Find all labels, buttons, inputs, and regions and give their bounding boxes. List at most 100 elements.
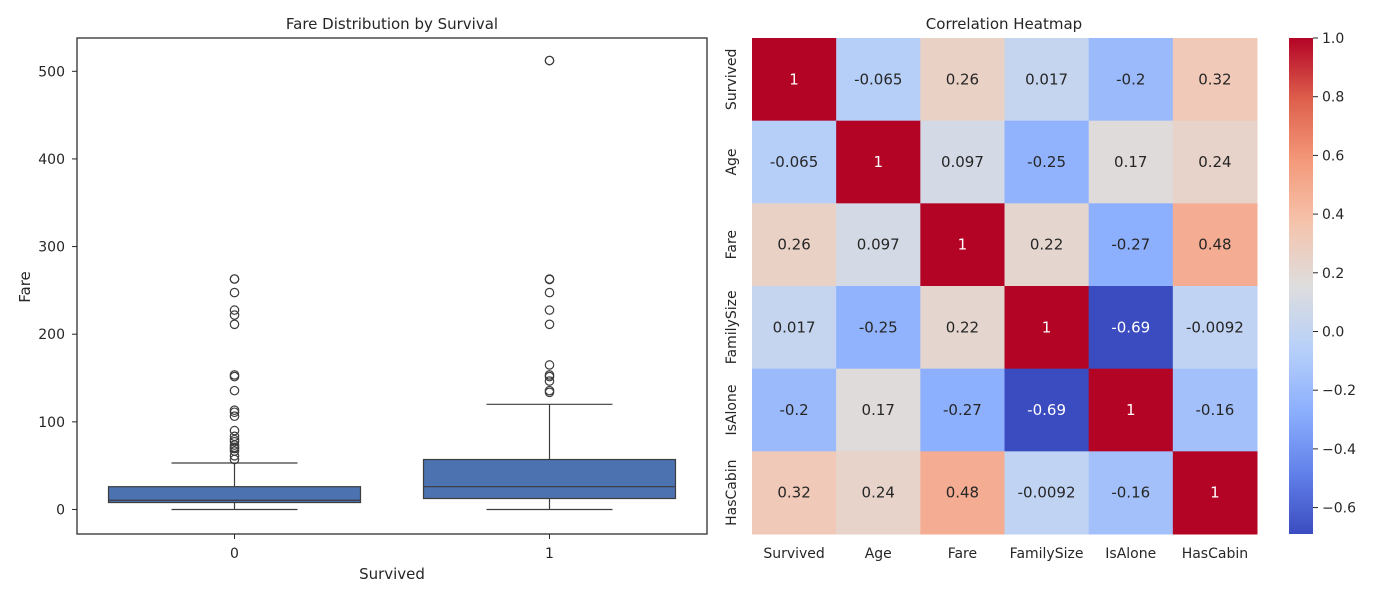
heatmap-cell-value: 0.017 bbox=[773, 318, 816, 336]
heatmap-y-tick-label: FamilySize bbox=[724, 290, 740, 364]
heatmap-cell bbox=[1088, 203, 1174, 287]
boxplot-y-tick-label: 200 bbox=[38, 327, 65, 343]
colorbar-tick-label: −0.4 bbox=[1322, 442, 1356, 458]
heatmap-cell-value: 0.22 bbox=[1030, 236, 1063, 254]
heatmap-cell-value: 0.48 bbox=[946, 484, 979, 502]
boxplot-y-tick-label: 300 bbox=[38, 240, 65, 256]
boxplot-y-tick-label: 500 bbox=[38, 64, 65, 80]
heatmap-cell bbox=[1004, 203, 1090, 287]
heatmap-x-tick-label: Age bbox=[865, 546, 892, 562]
outlier-point bbox=[544, 376, 555, 386]
outlier-point bbox=[229, 371, 240, 382]
heatmap-cell bbox=[920, 38, 1005, 122]
outlier-point bbox=[544, 360, 555, 370]
heatmap-cell bbox=[836, 368, 921, 452]
heatmap-cell bbox=[920, 120, 1005, 204]
box-iqr bbox=[422, 458, 677, 500]
heatmap-cell-value: 0.24 bbox=[862, 484, 895, 502]
outlier-point bbox=[229, 425, 240, 436]
heatmap-cell-value: -0.16 bbox=[1196, 401, 1235, 419]
heatmap-cell-value: -0.0092 bbox=[1018, 484, 1076, 502]
heatmap-cell-value: -0.27 bbox=[943, 401, 982, 419]
outlier-point bbox=[544, 274, 555, 285]
heatmap-cell-value: -0.065 bbox=[770, 153, 818, 171]
heatmap-cell bbox=[1172, 286, 1258, 370]
boxplot-x-tick-label: 0 bbox=[230, 546, 239, 562]
heatmap-cell bbox=[1004, 286, 1090, 370]
heatmap-x-tick-label: IsAlone bbox=[1105, 546, 1156, 562]
box-iqr bbox=[107, 486, 362, 504]
heatmap-cell bbox=[920, 451, 1005, 535]
heatmap-cell bbox=[1004, 120, 1090, 204]
heatmap-cells: 1 -0.065 0.26 0.017 -0.2 0.32 -0.065 1 0.097 -0.2… bbox=[752, 38, 1258, 535]
heatmap-cell-value: -0.065 bbox=[854, 70, 902, 88]
boxplot-y-tick-label: 0 bbox=[56, 502, 65, 518]
heatmap-cell bbox=[920, 286, 1005, 370]
outlier-point bbox=[229, 436, 240, 447]
outlier-point bbox=[544, 371, 555, 382]
heatmap-y-tick-label: HasCabin bbox=[724, 459, 740, 525]
outlier-point bbox=[229, 287, 240, 298]
heatmap-cell bbox=[920, 203, 1005, 287]
heatmap-cell bbox=[836, 451, 921, 535]
heatmap-x-tick-label: HasCabin bbox=[1182, 546, 1248, 562]
heatmap-cell bbox=[1004, 451, 1090, 535]
outlier-point bbox=[544, 305, 555, 315]
colorbar: 1.0 0.8 0.6 0.4 0.2 0.0 −0.2 −0.4 −0.6 bbox=[1289, 31, 1356, 534]
colorbar-tick-label: 1.0 bbox=[1322, 31, 1344, 47]
colorbar-tick-label: 0.8 bbox=[1322, 90, 1344, 106]
heatmap-cell-value: 0.32 bbox=[1198, 70, 1231, 88]
heatmap-cell-value: 0.22 bbox=[946, 318, 979, 336]
heatmap-cell bbox=[752, 368, 837, 452]
heatmap-cell bbox=[752, 203, 837, 287]
outlier-point bbox=[229, 443, 240, 454]
heatmap-cell-value: 0.097 bbox=[857, 236, 900, 254]
heatmap-cell bbox=[1004, 368, 1090, 452]
outlier-point bbox=[229, 407, 240, 418]
heatmap-cell-value: -0.16 bbox=[1111, 484, 1150, 502]
boxplot-boxes bbox=[107, 55, 677, 511]
box-1 bbox=[422, 55, 677, 511]
colorbar-tick-label: 0.6 bbox=[1322, 148, 1344, 164]
heatmap-cell bbox=[1088, 38, 1174, 122]
heatmap-y-tick-label: Age bbox=[724, 148, 740, 175]
heatmap-cell-value: -0.25 bbox=[859, 318, 898, 336]
box-0 bbox=[107, 274, 362, 511]
heatmap-cell-value: -0.0092 bbox=[1186, 318, 1244, 336]
heatmap-x-tick-label: Fare bbox=[948, 546, 977, 562]
heatmap-x-tick-label: FamilySize bbox=[1010, 546, 1084, 562]
outlier-point bbox=[229, 385, 240, 396]
boxplot-y-axis-label: Fare bbox=[16, 271, 34, 303]
outlier-point bbox=[229, 274, 240, 284]
heatmap-cell bbox=[1172, 38, 1258, 122]
boxplot-x-axis-label: Survived bbox=[359, 565, 425, 583]
heatmap-cell bbox=[752, 120, 837, 204]
outlier-point bbox=[229, 451, 240, 461]
heatmap-cell bbox=[752, 451, 837, 535]
heatmap-cell-value: -0.2 bbox=[1116, 70, 1145, 88]
heatmap-cell-value: 1 bbox=[1042, 318, 1052, 336]
outlier-point bbox=[544, 319, 555, 330]
heatmap-cell-value: 0.017 bbox=[1025, 70, 1068, 88]
colorbar-gradient bbox=[1289, 38, 1313, 534]
boxplot-panel: Fare Distribution by Survival Survived F… bbox=[16, 15, 708, 583]
heatmap-cell-value: 0.26 bbox=[946, 70, 979, 88]
boxplot-y-tick-label: 400 bbox=[38, 152, 65, 168]
heatmap-cell-value: 0.48 bbox=[1198, 236, 1231, 254]
heatmap-cell bbox=[836, 38, 921, 122]
heatmap-cell-value: -0.27 bbox=[1111, 236, 1150, 254]
outlier-point bbox=[544, 55, 555, 66]
heatmap-cell bbox=[1172, 368, 1258, 452]
boxplot-title: Fare Distribution by Survival bbox=[286, 15, 498, 33]
colorbar-tick-label: −0.2 bbox=[1322, 383, 1356, 399]
heatmap-cell bbox=[920, 368, 1005, 452]
heatmap-x-tick-label: Survived bbox=[763, 546, 824, 562]
heatmap-cell-value: -0.2 bbox=[779, 401, 808, 419]
heatmap-cell bbox=[1172, 120, 1258, 204]
heatmap-cell-value: 1 bbox=[958, 236, 968, 254]
heatmap-cell-value: 0.24 bbox=[1198, 153, 1231, 171]
heatmap-cell bbox=[752, 286, 837, 370]
boxplot-plot-frame bbox=[76, 37, 708, 535]
outlier-point bbox=[229, 411, 240, 422]
